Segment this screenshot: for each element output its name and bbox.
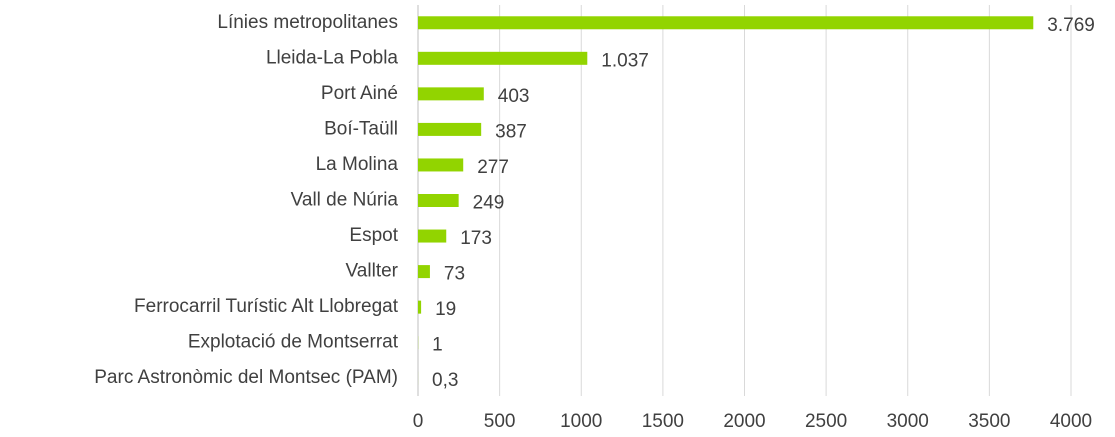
bar [418, 122, 482, 136]
value-label: 277 [477, 157, 509, 178]
value-label: 73 [444, 264, 465, 285]
value-label: 19 [435, 299, 456, 320]
y-tick-label: Línies metropolitanes [217, 12, 398, 33]
y-tick-label: Boí-Taüll [324, 118, 398, 139]
value-label: 173 [460, 228, 492, 249]
x-tick-label: 1500 [642, 411, 684, 432]
x-tick-label: 2000 [723, 411, 765, 432]
y-tick-label: Parc Astronòmic del Montsec (PAM) [94, 367, 398, 388]
x-tick-label: 1000 [560, 411, 602, 432]
bar [418, 87, 484, 101]
bar [418, 16, 1034, 30]
y-tick-label: Vall de Núria [291, 190, 399, 211]
value-label: 249 [473, 193, 505, 214]
x-tick-label: 0 [413, 411, 424, 432]
value-label: 3.769 [1047, 15, 1095, 36]
x-tick-label: 3000 [887, 411, 929, 432]
y-tick-label: Espot [349, 225, 398, 246]
x-tick-label: 2500 [805, 411, 847, 432]
value-label: 387 [495, 121, 527, 142]
bar [418, 51, 588, 65]
y-tick-label: Ferrocarril Turístic Alt Llobregat [134, 296, 399, 317]
bar [418, 300, 422, 314]
value-label: 0,3 [432, 370, 458, 391]
x-tick-label: 500 [484, 411, 516, 432]
value-label: 403 [498, 86, 530, 107]
bar [418, 158, 464, 172]
value-label: 1 [432, 335, 443, 356]
x-tick-label: 3500 [968, 411, 1010, 432]
bar [418, 229, 447, 243]
value-label: 1.037 [601, 50, 649, 71]
x-tick-label: 4000 [1050, 411, 1092, 432]
y-tick-label: Lleida-La Pobla [266, 47, 398, 68]
y-tick-label: La Molina [316, 154, 399, 175]
y-tick-label: Vallter [346, 261, 399, 282]
y-tick-label: Explotació de Montserrat [188, 332, 399, 353]
y-tick-label: Port Ainé [321, 83, 398, 104]
bar [418, 265, 430, 279]
bar [418, 194, 459, 207]
